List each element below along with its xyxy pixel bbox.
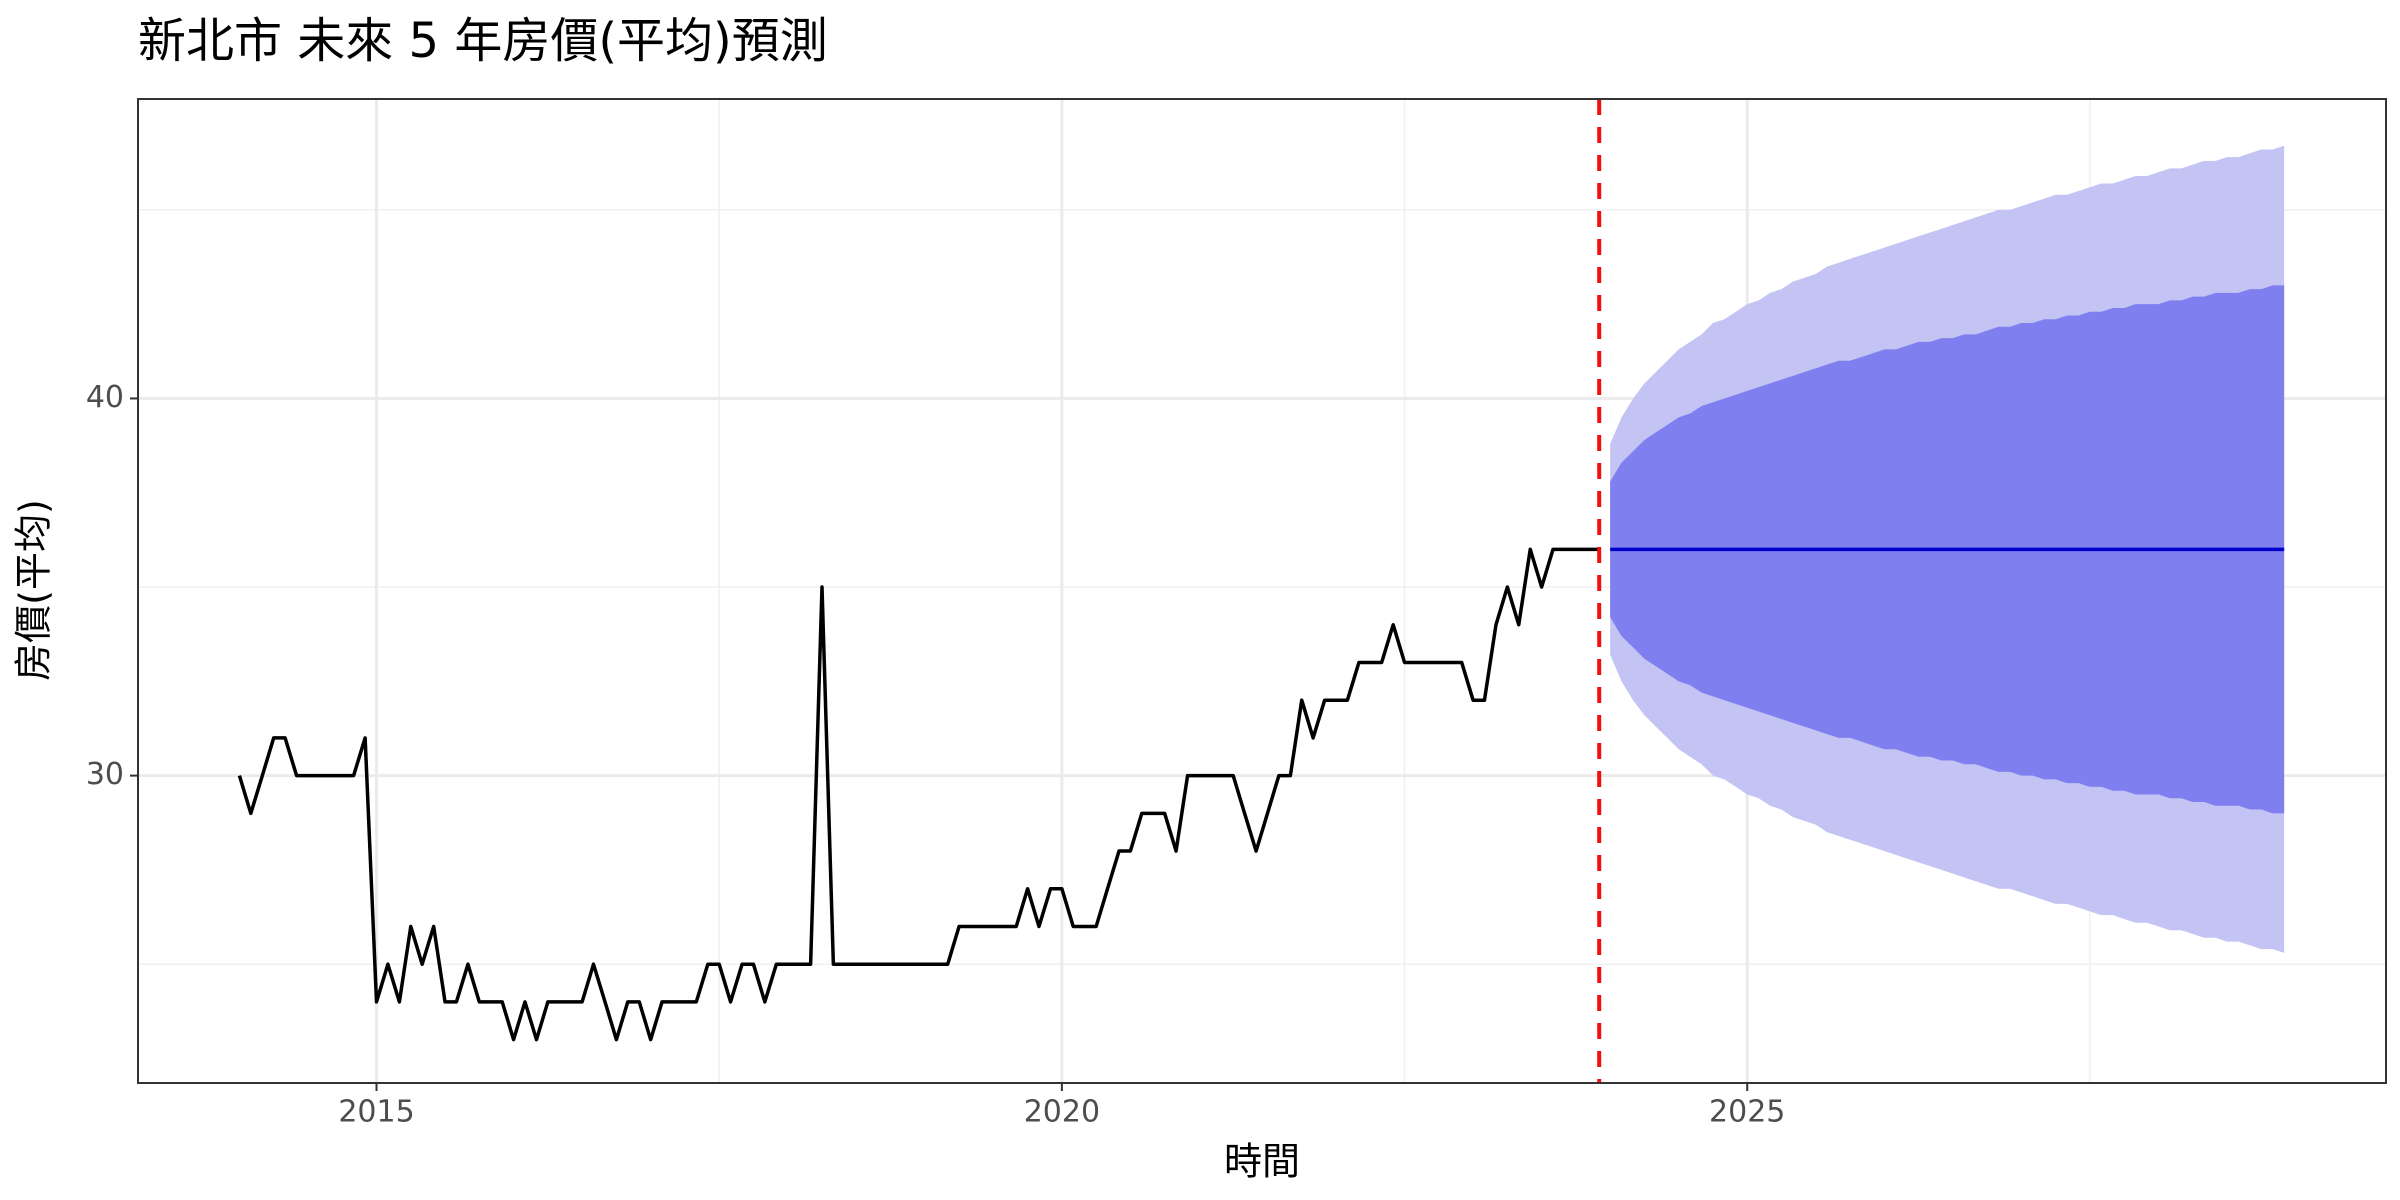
x-tick-label: 2025	[1709, 1095, 1785, 1130]
history-line	[237, 547, 1599, 1042]
plot-border	[137, 98, 2387, 1084]
x-tick-label: 2020	[1024, 1095, 1100, 1130]
y-tick-label: 40	[86, 380, 124, 415]
chart-title: 新北市 未來 5 年房價(平均)預測	[138, 13, 828, 69]
y-axis-title: 房價(平均)	[12, 499, 56, 681]
x-axis-title: 時間	[1224, 1140, 1300, 1184]
x-tick-label: 2015	[338, 1095, 414, 1130]
y-tick-label: 30	[86, 757, 124, 792]
